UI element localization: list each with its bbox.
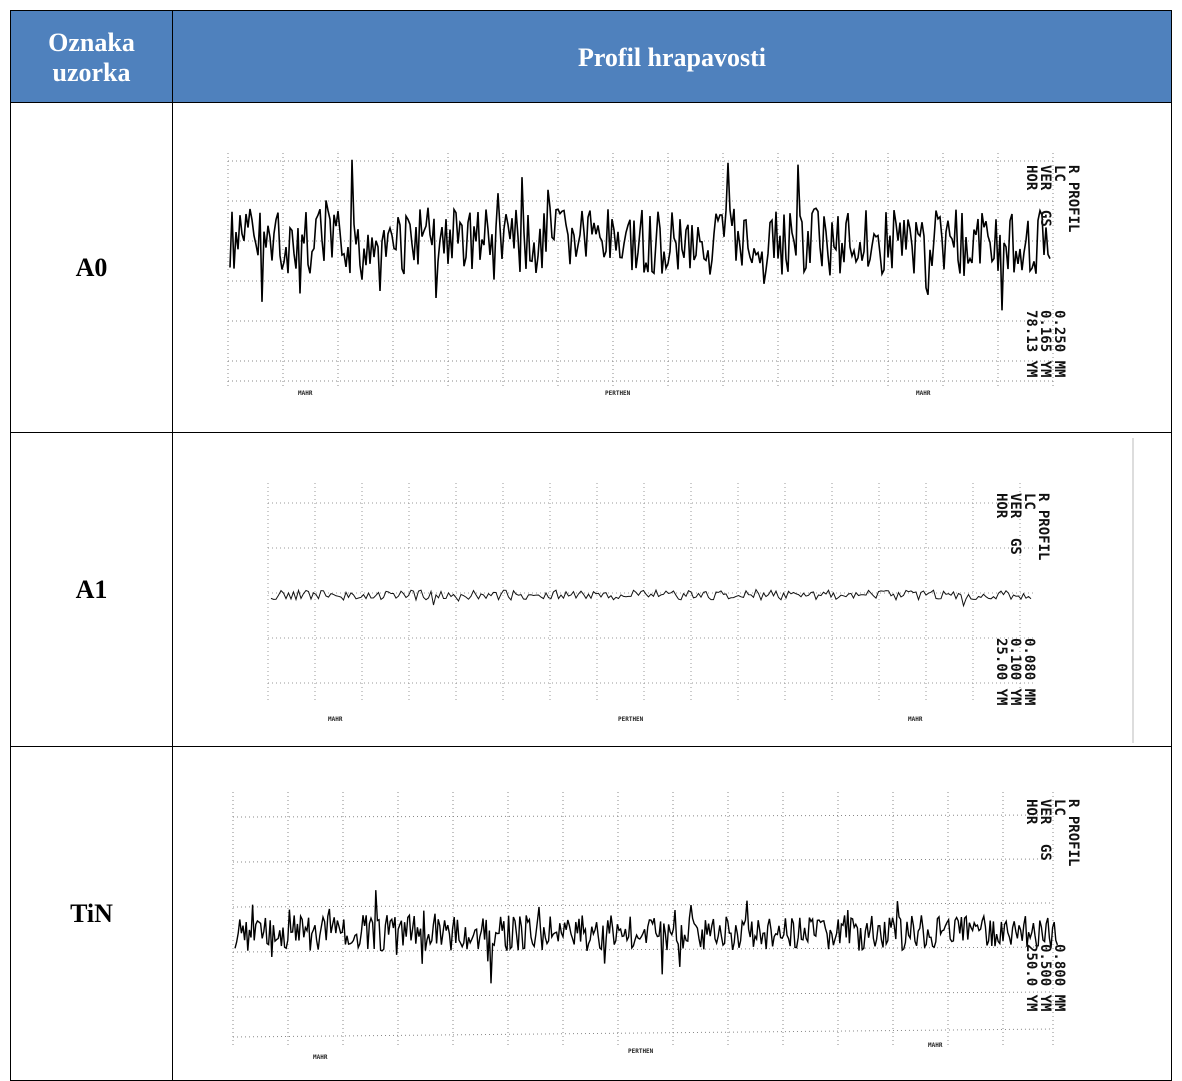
- svg-text:VER: VER: [1037, 799, 1053, 825]
- svg-text:HOR: HOR: [1023, 165, 1039, 191]
- sample-label: TiN: [11, 747, 173, 1080]
- settings-text: R PROFIL LC VER HOR GS 0.080 MM 0.100 YM…: [993, 493, 1051, 705]
- profile-trace-svg: R PROFIL LC VER HOR GS 0.250 MM 0.165 YM…: [227, 153, 1081, 397]
- table-row: TiN R PROFIL LC VER HOR GS 0.800 MM 0.50…: [10, 747, 1172, 1081]
- svg-text:GS: GS: [1037, 210, 1053, 227]
- table-row: A1 R PROFIL LC VER HOR GS 0.080 MM 0.100…: [10, 433, 1172, 747]
- profile-column-header: Profil hrapavosti: [577, 42, 767, 72]
- roughness-profile-plot: R PROFIL LC VER HOR GS 0.250 MM 0.165 YM…: [173, 103, 1171, 432]
- svg-text:HOR: HOR: [993, 493, 1009, 519]
- plot-grid: [227, 153, 1054, 388]
- sample-column-header: Oznaka uzorka: [11, 11, 173, 104]
- sample-label: A0: [11, 103, 173, 432]
- footer-mark-left: MAHR: [298, 390, 313, 397]
- plot-grid: [267, 483, 1033, 703]
- sample-label: A1: [11, 433, 173, 746]
- svg-text:250.0 YM: 250.0 YM: [1023, 944, 1039, 1011]
- footer-mark-right: MAHR: [908, 716, 923, 723]
- footer-mark-center: PERTHEN: [618, 716, 644, 723]
- svg-text:LC: LC: [1021, 493, 1037, 510]
- svg-text:78.13 YM: 78.13 YM: [1023, 310, 1039, 377]
- footer-mark-left: MAHR: [328, 716, 343, 723]
- profile-trace: [270, 588, 1032, 608]
- footer-mark-right: MAHR: [916, 390, 931, 397]
- table-row: A0 R PROFIL LC VER HOR GS 0.250 MM 0.165…: [10, 103, 1172, 433]
- table-header: Oznaka uzorka Profil hrapavosti: [10, 10, 1172, 104]
- svg-text:R PROFIL: R PROFIL: [1065, 799, 1081, 866]
- svg-text:0.165 YM: 0.165 YM: [1037, 310, 1053, 377]
- footer-mark-center: PERTHEN: [605, 390, 631, 397]
- svg-text:LC: LC: [1051, 799, 1067, 816]
- svg-text:R PROFIL: R PROFIL: [1035, 493, 1051, 560]
- svg-text:GS: GS: [1037, 844, 1053, 861]
- profile-trace: [229, 159, 1051, 311]
- roughness-profile-table: Oznaka uzorka Profil hrapavosti A0 R PRO…: [10, 10, 1172, 1081]
- svg-text:25.00 YM: 25.00 YM: [993, 638, 1009, 705]
- profile-trace-svg: R PROFIL LC VER HOR GS 0.800 MM 0.500 YM…: [232, 792, 1081, 1061]
- svg-text:0.100 YM: 0.100 YM: [1007, 638, 1023, 705]
- svg-text:0.800 MM: 0.800 MM: [1051, 944, 1067, 1011]
- svg-text:0.250 MM: 0.250 MM: [1051, 310, 1067, 377]
- profile-trace-svg: R PROFIL LC VER HOR GS 0.080 MM 0.100 YM…: [267, 438, 1134, 743]
- footer-mark-right: MAHR: [928, 1042, 943, 1049]
- svg-text:GS: GS: [1007, 538, 1023, 555]
- plot-grid: [232, 792, 1054, 1047]
- roughness-profile-plot: R PROFIL LC VER HOR GS 0.080 MM 0.100 YM…: [173, 433, 1171, 746]
- svg-text:R PROFIL: R PROFIL: [1065, 165, 1081, 232]
- svg-text:VER: VER: [1007, 493, 1023, 519]
- svg-text:HOR: HOR: [1023, 799, 1039, 825]
- footer-mark-left: MAHR: [313, 1054, 328, 1061]
- svg-text:0.500 YM: 0.500 YM: [1037, 944, 1053, 1011]
- svg-text:LC: LC: [1051, 165, 1067, 182]
- profile-trace: [234, 890, 1059, 984]
- settings-text: R PROFIL LC VER HOR GS 0.250 MM 0.165 YM…: [1023, 165, 1081, 377]
- footer-mark-center: PERTHEN: [628, 1048, 654, 1055]
- svg-text:0.080 MM: 0.080 MM: [1021, 638, 1037, 705]
- roughness-profile-plot: R PROFIL LC VER HOR GS 0.800 MM 0.500 YM…: [173, 747, 1171, 1080]
- svg-text:VER: VER: [1037, 165, 1053, 191]
- settings-text: R PROFIL LC VER HOR GS 0.800 MM 0.500 YM…: [1023, 799, 1081, 1011]
